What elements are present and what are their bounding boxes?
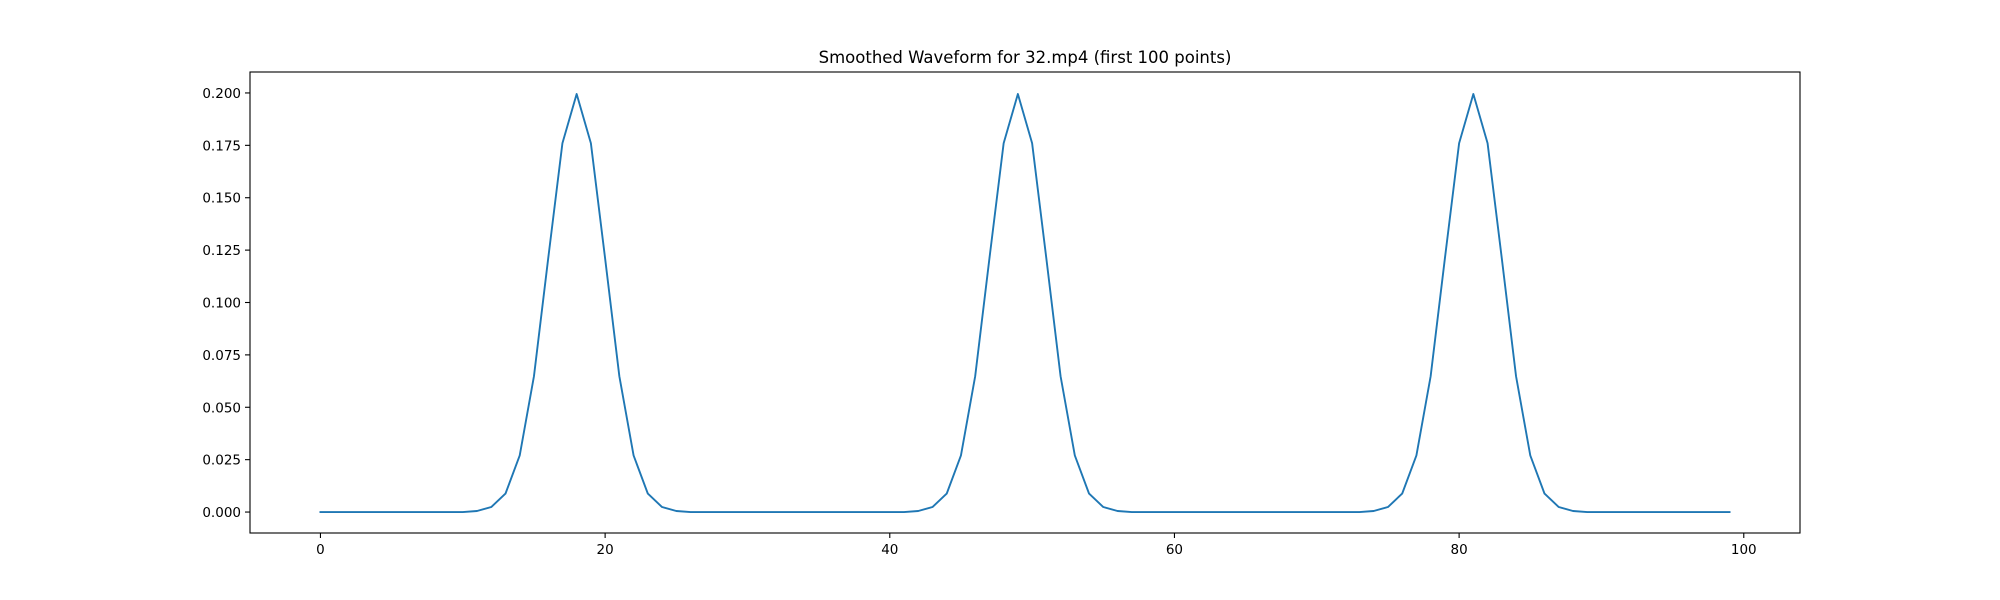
- y-tick-label: 0.075: [202, 348, 241, 364]
- y-tick-label: 0.000: [202, 505, 241, 521]
- y-tick-label: 0.025: [202, 453, 241, 469]
- chart-title: Smoothed Waveform for 32.mp4 (first 100 …: [819, 48, 1232, 67]
- x-tick-label: 60: [1166, 542, 1183, 558]
- y-tick-label: 0.175: [202, 138, 241, 154]
- x-tick-label: 40: [881, 542, 898, 558]
- series-line-0: [319, 93, 1731, 513]
- x-tick-label: 80: [1451, 542, 1468, 558]
- y-tick-label: 0.150: [202, 191, 241, 207]
- y-tick-label: 0.100: [202, 296, 241, 312]
- y-tick-label: 0.125: [202, 243, 241, 259]
- y-tick-label: 0.200: [202, 86, 241, 102]
- plot-frame: [249, 71, 1801, 534]
- x-tick-label: 100: [1731, 542, 1757, 558]
- axes: 0 20 40 60 80 100 0.000 0.025 0.050 0.075 0.100 0.1…: [202, 71, 1801, 558]
- x-tick-label: 20: [597, 542, 614, 558]
- y-tick-label: 0.050: [202, 400, 241, 416]
- x-tick-label: 0: [316, 542, 325, 558]
- plot-marks: [319, 93, 1731, 513]
